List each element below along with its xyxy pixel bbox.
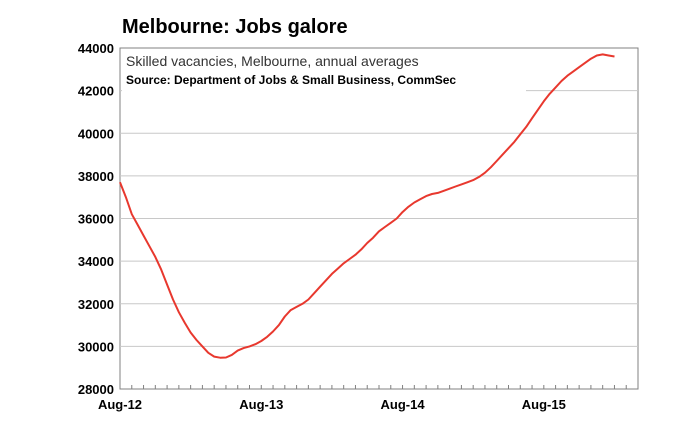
y-axis: 44000 42000 40000 38000 36000 34000 32000 30000…	[78, 41, 114, 397]
x-tick-label: Aug-12	[98, 397, 142, 412]
x-axis-ticks	[119, 385, 639, 389]
x-tick-label: Aug-13	[239, 397, 283, 412]
y-tick-label: 42000	[78, 84, 114, 99]
series-line	[119, 53, 615, 359]
y-tick-label: 44000	[78, 41, 114, 56]
y-tick-label: 40000	[78, 126, 114, 141]
x-axis: Aug-12 Aug-13 Aug-14 Aug-15	[98, 397, 566, 412]
y-tick-label: 28000	[78, 382, 114, 397]
x-tick-label: Aug-15	[522, 397, 566, 412]
y-tick-label: 34000	[78, 254, 114, 269]
y-tick-label: 36000	[78, 212, 114, 227]
chart-subtitle: Skilled vacancies, Melbourne, annual ave…	[126, 53, 419, 69]
legend-box	[122, 50, 526, 92]
y-tick-label: 32000	[78, 297, 114, 312]
x-tick-label: Aug-14	[381, 397, 426, 412]
y-tick-label: 38000	[78, 169, 114, 184]
chart-source: Source: Department of Jobs & Small Busin…	[126, 73, 456, 87]
chart-title: Melbourne: Jobs galore	[122, 16, 348, 38]
y-tick-label: 30000	[78, 339, 114, 354]
